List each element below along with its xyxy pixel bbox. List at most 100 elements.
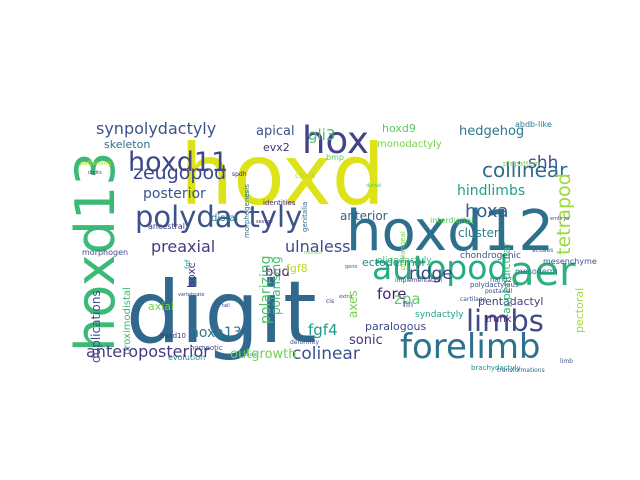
cloud-word: fgf8 — [286, 262, 308, 275]
cloud-word: acuaes — [532, 247, 553, 254]
cloud-word: spdh — [232, 171, 247, 178]
cloud-word: forelimb — [400, 327, 541, 367]
cloud-word: proximodistal — [122, 287, 133, 355]
cloud-word: hoxd10 — [160, 332, 186, 340]
cloud-word: polydactyly — [135, 200, 302, 234]
cloud-word: trunk — [485, 314, 512, 325]
cloud-word: evx2 — [263, 141, 290, 154]
cloud-word: pectoral — [573, 288, 586, 333]
cloud-word: appendicular — [500, 242, 513, 314]
cloud-word: bud — [265, 265, 290, 280]
cloud-word: axes — [346, 290, 360, 318]
cloud-word: oligodactyly — [377, 256, 432, 266]
cloud-word: limbs — [466, 304, 544, 338]
cloud-word: syndactyly — [415, 310, 464, 320]
cloud-word: mutant — [304, 250, 322, 256]
cloud-word: paralogous — [365, 320, 426, 333]
cloud-word: fin — [403, 300, 413, 309]
cloud-word: hox — [302, 119, 369, 162]
cloud-word: synpolydactyly — [96, 119, 216, 138]
cloud-word: embryo — [550, 216, 569, 222]
cloud-word: hoxd9 — [382, 122, 416, 135]
cloud-word: bmp — [326, 153, 344, 162]
cloud-word: axial — [148, 300, 174, 313]
cloud-word: identities — [263, 199, 296, 207]
cloud-word: collinear — [482, 158, 568, 182]
cloud-word: hindlimbs — [457, 183, 525, 199]
cloud-word: tail — [222, 303, 230, 309]
cloud-word: mesoderm — [515, 267, 558, 276]
cloud-word: limb — [560, 358, 573, 365]
cloud-word: hedgehog — [459, 124, 524, 139]
cloud-word: severe — [256, 219, 273, 225]
cloud-word: interdigital — [430, 216, 473, 225]
cloud-word: homeotic — [190, 344, 223, 352]
cloud-word: gene — [345, 264, 358, 270]
cloud-word: fore — [377, 285, 407, 303]
cloud-word: sonic — [349, 333, 383, 348]
cloud-word: hoxa13 — [190, 325, 242, 341]
cloud-word: dorsal — [366, 183, 381, 189]
cloud-word: autopod — [372, 248, 508, 287]
cloud-word: deformity — [290, 339, 320, 346]
cloud-word: hoxd12 — [346, 199, 554, 264]
cloud-word: prepattern — [503, 160, 540, 168]
cloud-word: colinear — [292, 344, 360, 364]
cloud-word: skeleton — [104, 138, 150, 151]
cloud-word: shh — [528, 153, 558, 173]
cloud-word: phalangeal — [399, 231, 407, 270]
cloud-word: mouse — [240, 352, 257, 358]
cloud-word: abdb-like — [515, 120, 552, 129]
cloud-word: brachydactyly — [471, 364, 521, 372]
cloud-word: gli3 — [308, 126, 335, 144]
cloud-word: chondrogenic — [460, 251, 521, 261]
cloud-word: polarizing — [258, 255, 274, 324]
cloud-word: aer — [510, 249, 576, 295]
cloud-word: apical — [256, 124, 295, 139]
cloud-word: fgf — [184, 259, 192, 269]
cloud-word: pentadactyl — [478, 295, 543, 308]
cloud-word: cartilage — [460, 296, 487, 303]
cloud-word: duplications — [89, 290, 103, 363]
cloud-word: digit — [126, 263, 317, 363]
cloud-word: chick — [295, 171, 316, 180]
cloud-word: transformations — [497, 367, 545, 374]
cloud-word: fgf4 — [308, 321, 338, 339]
cloud-word: preaxial — [151, 237, 215, 256]
cloud-word: tetrapod — [553, 173, 575, 255]
cloud-word: vertebrate — [178, 292, 204, 298]
cloud-word: ectodermal — [362, 256, 424, 269]
cloud-word: hoxd11 — [128, 147, 228, 178]
cloud-word: ulnaless — [285, 237, 351, 256]
cloud-word: distal — [211, 213, 238, 224]
cloud-word: mesenchyme — [543, 257, 597, 266]
cloud-word: hand2 — [490, 276, 512, 284]
cloud-word: cluster — [458, 226, 499, 240]
cloud-word: anteroposterior — [86, 342, 210, 361]
cloud-word: cis — [326, 298, 334, 305]
cloud-word: monodactyly — [377, 139, 442, 150]
cloud-word: postaxial — [485, 288, 513, 295]
cloud-word: zeugopod — [133, 162, 226, 184]
cloud-word: patterning — [80, 160, 112, 167]
cloud-word: hoxa — [465, 201, 509, 222]
cloud-word: morphogenesis — [243, 184, 251, 238]
cloud-word: genitalia — [301, 202, 309, 232]
cloud-word: anterior — [340, 209, 388, 223]
cloud-word: polarising — [269, 256, 283, 315]
cloud-word: implementation — [395, 277, 443, 284]
cloud-word: extra — [339, 294, 352, 300]
cloud-word: posterior — [143, 186, 206, 202]
cloud-word: morphogen — [82, 248, 128, 257]
cloud-word: ancestral — [148, 222, 185, 231]
cloud-word: evolution — [168, 353, 205, 362]
cloud-word: hoxd — [180, 126, 385, 224]
cloud-word: outgrowth — [230, 347, 297, 362]
cloud-word: hoxd13 — [64, 151, 127, 352]
cloud-word: zpa — [394, 290, 421, 308]
cloud-word: hoxc — [185, 262, 198, 288]
cloud-word: polydactylous — [470, 281, 519, 289]
cloud-word: digits — [88, 170, 102, 176]
